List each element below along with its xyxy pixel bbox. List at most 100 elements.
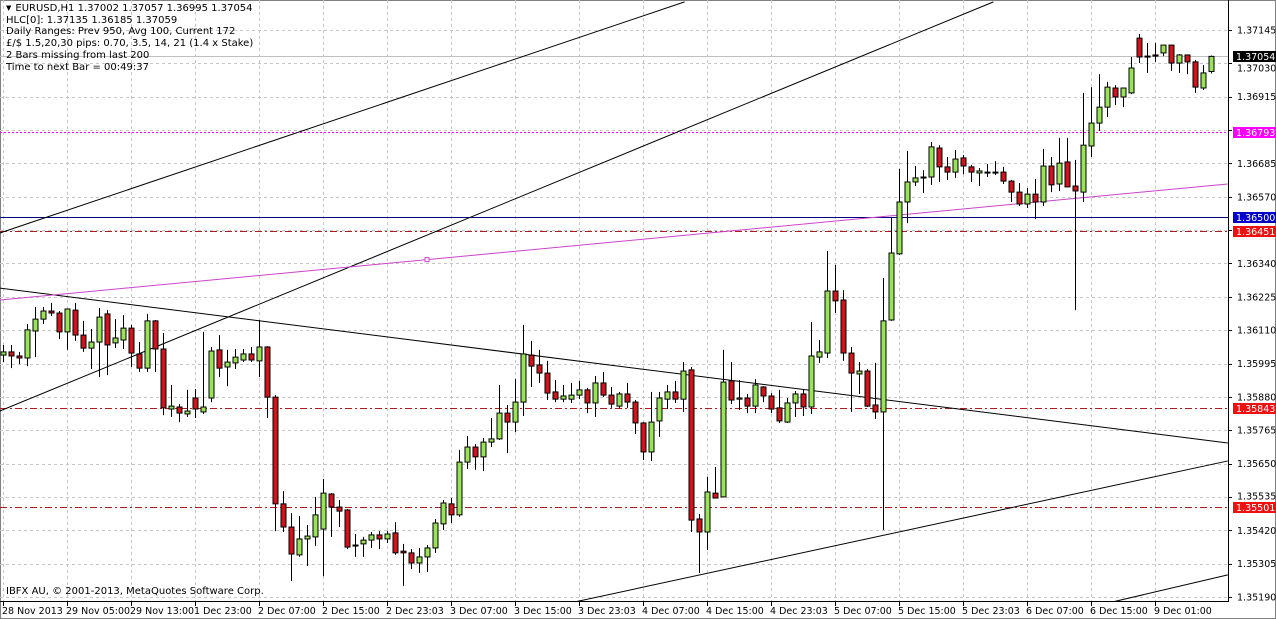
- candle-body-bear: [264, 346, 271, 398]
- candle-body-bull: [512, 401, 519, 423]
- candle: [672, 380, 679, 403]
- candle: [824, 250, 831, 358]
- triangle-down-icon[interactable]: ▼: [6, 4, 12, 12]
- candle: [880, 277, 887, 530]
- candle-body-bear: [632, 401, 639, 424]
- candle-body-bear: [104, 313, 111, 346]
- candle: [1160, 44, 1167, 57]
- candle-body-bull: [368, 534, 375, 541]
- candle: [16, 351, 23, 365]
- time-tick-label: 1 Dec 23:00: [194, 606, 252, 617]
- candle: [848, 346, 855, 412]
- price-tick-label: 1.35535: [1237, 492, 1276, 503]
- candle: [312, 496, 319, 546]
- candle: [1112, 85, 1119, 106]
- candle-body-bull: [384, 533, 391, 540]
- candle: [80, 320, 87, 352]
- candle-body-bull: [112, 337, 119, 344]
- candle: [280, 491, 287, 532]
- candle-body-bull: [200, 406, 207, 413]
- candle-body-bull: [480, 441, 487, 458]
- candle-body-bear: [48, 310, 55, 314]
- candle: [792, 391, 799, 417]
- candle: [320, 478, 327, 577]
- candle: [1080, 92, 1087, 202]
- time-tick-label: 29 Nov 05:00: [66, 606, 130, 617]
- candle-body-bull: [952, 158, 959, 173]
- candle-body-bear: [160, 348, 167, 409]
- price-tick-label: 1.35190: [1237, 592, 1276, 603]
- price-tick-label: 1.35420: [1237, 526, 1276, 537]
- candle-body-bull: [808, 355, 815, 408]
- price-tick-label: 1.36225: [1237, 292, 1276, 303]
- candle-body-bear: [1016, 191, 1023, 205]
- candle-body-bull: [456, 461, 463, 516]
- candle-body-bull: [24, 329, 31, 359]
- time-tick-label: 5 Dec 07:00: [834, 606, 892, 617]
- candle: [120, 315, 127, 349]
- candle-body-bull: [912, 177, 919, 183]
- candle-body-bear: [408, 552, 415, 564]
- candle-body-bull: [488, 438, 495, 443]
- candle: [104, 310, 111, 376]
- symbol-ohlc: EURUSD,H1 1.37002 1.37057 1.36995 1.3705…: [15, 3, 253, 14]
- candle: [488, 418, 495, 448]
- price-level-tag: [1233, 502, 1276, 513]
- candle-body-bear: [328, 493, 335, 508]
- candle: [496, 384, 503, 441]
- candle: [1176, 54, 1183, 73]
- candle: [456, 449, 463, 517]
- candle-body-bull: [1088, 122, 1095, 147]
- candle-body-bear: [800, 393, 807, 408]
- trendline: [0, 287, 1228, 444]
- candle: [416, 547, 423, 573]
- candle: [928, 141, 935, 185]
- candle-body-bear: [528, 354, 535, 367]
- time-tick-label: 6 Dec 15:00: [1090, 606, 1148, 617]
- candle-body-bear: [944, 166, 951, 173]
- candle-body-bear: [712, 492, 719, 499]
- candle: [648, 391, 655, 461]
- candle-body-bear: [216, 349, 223, 369]
- candle-body-bull: [720, 381, 727, 498]
- candle: [144, 313, 151, 372]
- candle: [432, 518, 439, 553]
- candle: [640, 422, 647, 461]
- candle-body-bear: [936, 147, 943, 168]
- candle-body-bull: [752, 384, 759, 407]
- candle-body-bear: [672, 391, 679, 400]
- price-tick-label: 1.37030: [1237, 64, 1276, 75]
- candle: [960, 154, 967, 175]
- trendline: [576, 460, 1228, 601]
- candle-body-bull: [1128, 67, 1135, 94]
- candle: [808, 322, 815, 414]
- candle: [1200, 65, 1207, 91]
- candle-body-bear: [392, 532, 399, 554]
- candle-body-bull: [704, 491, 711, 533]
- price-axis[interactable]: 1.37145 1.37030 1.36915 1.36685 1.36570 1.363…: [1228, 26, 1276, 604]
- trendline: [0, 1, 994, 412]
- time-axis[interactable]: 28 Nov 2013 29 Nov 05:00 29 Nov 13:00 1 Dec…: [2, 601, 1212, 617]
- candle: [440, 500, 447, 530]
- candle: [304, 525, 311, 566]
- candle: [1144, 43, 1151, 73]
- time-tick-label: 29 Nov 13:00: [130, 606, 194, 617]
- candle: [1168, 44, 1175, 71]
- price-tick-label: 1.35305: [1237, 559, 1276, 570]
- price-level-tag-label: 1.37054: [1236, 52, 1275, 63]
- candle: [72, 302, 79, 341]
- candle: [776, 389, 783, 423]
- candle: [472, 444, 479, 470]
- candle-body-bull: [560, 395, 567, 400]
- candle-body-bear: [192, 397, 199, 410]
- candle-body-bull: [440, 502, 447, 525]
- candle-body-bear: [1064, 161, 1071, 188]
- candle: [32, 306, 39, 358]
- candle-body-bull: [928, 146, 935, 178]
- candle: [992, 161, 999, 175]
- candle: [176, 404, 183, 423]
- candle-body-bear: [448, 503, 455, 516]
- candle-body-bear: [136, 353, 143, 369]
- candle-body-bull: [0, 351, 7, 356]
